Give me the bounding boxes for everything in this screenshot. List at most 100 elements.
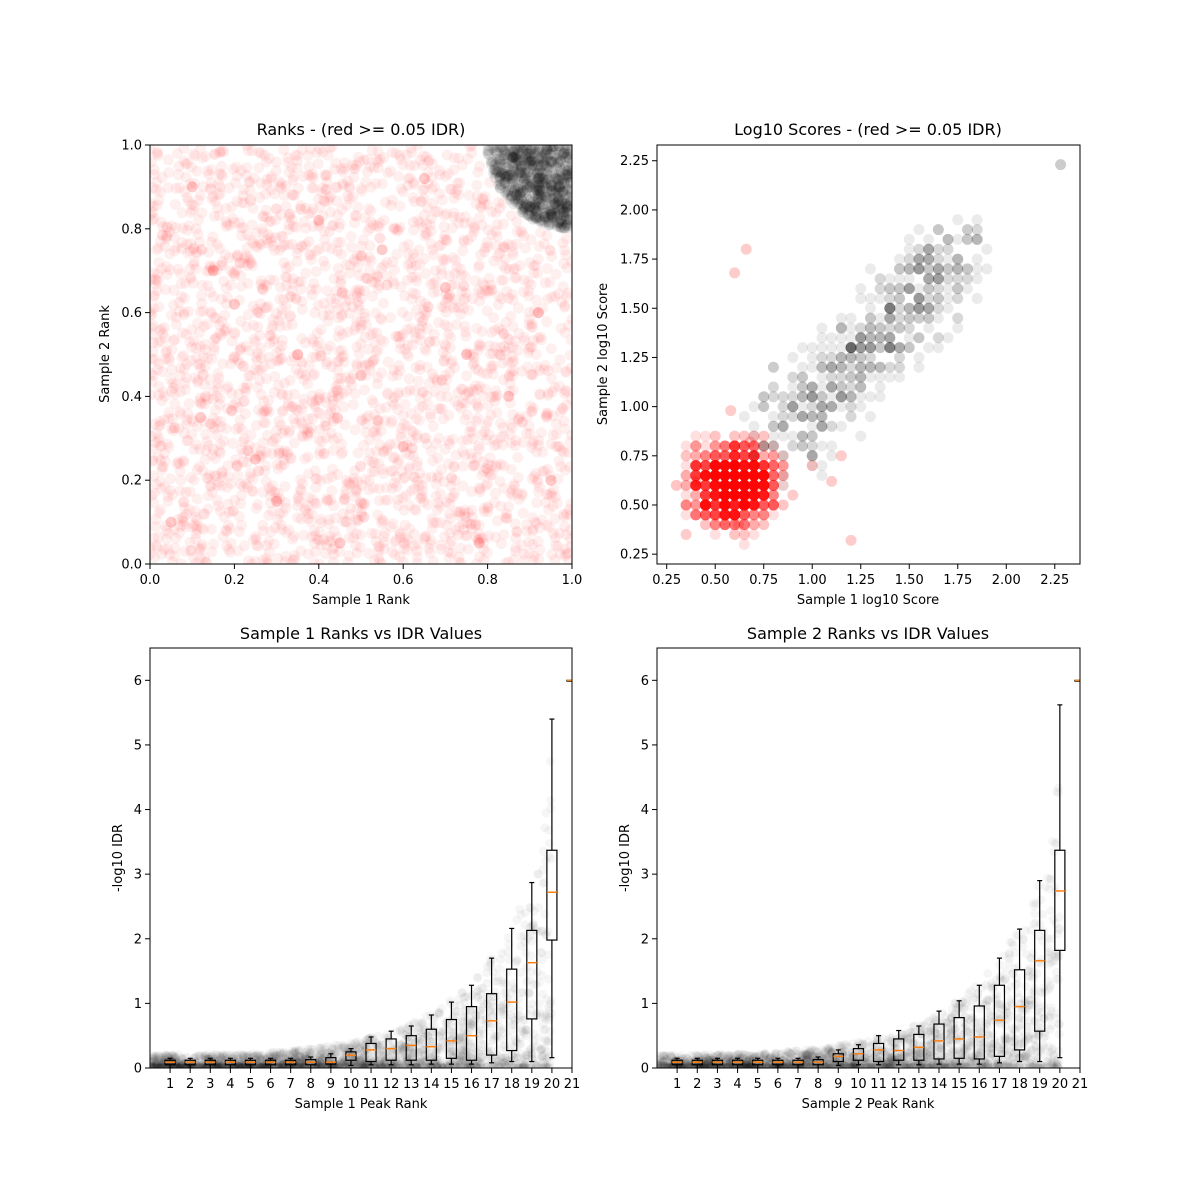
fail-point: [302, 548, 314, 560]
fail-point: [226, 201, 238, 213]
fail-point: [376, 517, 388, 529]
fail-point: [150, 521, 162, 533]
fail-point: [150, 443, 159, 455]
fail-point: [240, 169, 252, 181]
fail-point: [392, 404, 404, 416]
fail-point: [533, 240, 545, 252]
fail-point: [251, 381, 263, 393]
pass-point: [806, 410, 818, 422]
fail-point: [252, 306, 264, 318]
fail-point: [337, 287, 349, 299]
fail-point: [518, 331, 530, 343]
pass-point: [777, 401, 789, 413]
fail-point: [253, 146, 265, 158]
fail-point: [347, 399, 359, 411]
pass-point: [845, 410, 857, 422]
pass-point: [884, 332, 896, 344]
fail-point: [534, 522, 546, 534]
fail-point: [446, 222, 458, 234]
pass-point: [952, 214, 964, 226]
fail-point: [709, 519, 721, 531]
fail-point: [397, 159, 409, 171]
fail-point: [237, 190, 249, 202]
fail-point: [195, 411, 207, 423]
fail-point: [244, 467, 256, 479]
fail-point: [195, 397, 207, 409]
fail-point: [263, 482, 275, 494]
fail-point: [378, 447, 390, 459]
fail-point: [154, 416, 166, 428]
fail-point: [499, 242, 511, 254]
fail-point: [556, 402, 568, 414]
fail-point: [559, 244, 571, 256]
fail-point: [538, 465, 550, 477]
pass-point: [816, 351, 828, 363]
fail-point: [323, 192, 335, 204]
fail-point: [274, 353, 286, 365]
fail-point: [252, 465, 264, 477]
fail-point: [159, 455, 171, 467]
fail-point: [518, 554, 530, 564]
pass-point: [942, 283, 954, 295]
fail-point: [298, 398, 310, 410]
fail-point: [274, 244, 286, 256]
fail-point: [355, 250, 367, 262]
fail-point: [220, 298, 232, 310]
fail-point: [680, 489, 692, 501]
fail-point: [262, 557, 274, 564]
fail-point: [416, 386, 428, 398]
fail-point: [729, 460, 741, 472]
pass-point: [835, 312, 847, 324]
fail-point: [359, 307, 371, 319]
fail-point: [461, 409, 473, 421]
fail-point: [382, 387, 394, 399]
fail-point: [528, 334, 540, 346]
fail-point: [439, 281, 451, 293]
fail-point: [445, 332, 457, 344]
fail-point: [408, 252, 420, 264]
fail-point: [240, 478, 252, 490]
fail-point: [199, 453, 211, 465]
fail-point: [417, 385, 429, 397]
fail-point: [264, 490, 276, 502]
fail-point: [494, 247, 506, 259]
fail-point: [235, 315, 247, 327]
fail-point: [353, 299, 365, 311]
pass-point: [777, 430, 789, 442]
fail-point: [462, 387, 474, 399]
fail-point: [417, 159, 429, 171]
fail-point: [365, 255, 377, 267]
fail-point: [255, 364, 267, 376]
pass-point: [777, 391, 789, 403]
fail-point: [506, 421, 518, 433]
fail-point: [159, 332, 171, 344]
fail-point: [279, 445, 291, 457]
fail-point: [194, 327, 206, 339]
fail-point: [411, 432, 423, 444]
fail-point: [184, 545, 196, 557]
fail-point: [174, 386, 186, 398]
fail-point: [166, 364, 178, 376]
fail-point: [385, 165, 397, 177]
fail-point: [243, 369, 255, 381]
fail-point: [355, 497, 367, 509]
pass-point: [903, 342, 915, 354]
fail-point: [748, 460, 760, 472]
fail-point: [408, 195, 420, 207]
pass-point: [874, 371, 886, 383]
fail-point: [452, 529, 464, 541]
fail-point: [356, 499, 368, 511]
pass-point: [932, 283, 944, 295]
fail-point: [680, 528, 692, 540]
fail-point: [470, 558, 482, 564]
fail-point: [234, 358, 246, 370]
fail-point: [214, 392, 226, 404]
fail-point: [181, 191, 193, 203]
pass-point: [971, 224, 983, 236]
fail-point: [325, 494, 337, 506]
fail-point: [441, 519, 453, 531]
pass-point: [874, 391, 886, 403]
fail-point: [448, 461, 460, 473]
fail-point: [419, 230, 431, 242]
fail-point: [370, 535, 382, 547]
